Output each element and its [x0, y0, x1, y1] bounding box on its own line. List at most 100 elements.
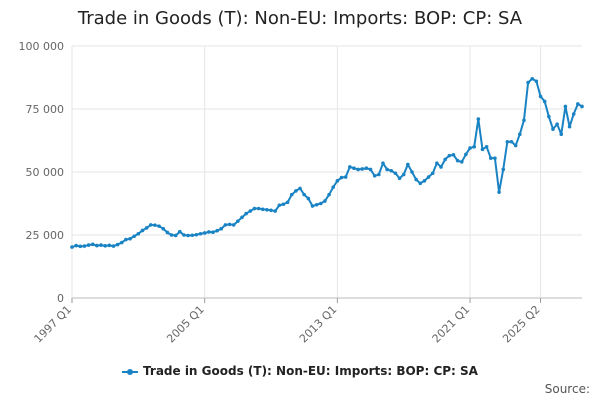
data-point[interactable]	[78, 244, 83, 249]
data-point[interactable]	[381, 161, 385, 165]
data-point[interactable]	[518, 132, 522, 136]
data-point[interactable]	[173, 233, 178, 238]
data-point[interactable]	[505, 139, 510, 144]
data-point[interactable]	[215, 228, 219, 233]
data-point[interactable]	[302, 192, 307, 197]
data-point[interactable]	[331, 185, 336, 189]
data-point[interactable]	[509, 139, 514, 144]
data-point[interactable]	[273, 209, 277, 213]
data-point[interactable]	[393, 171, 398, 176]
data-point[interactable]	[178, 229, 182, 234]
data-point[interactable]	[124, 237, 128, 242]
data-point[interactable]	[551, 127, 555, 131]
data-point[interactable]	[298, 186, 302, 191]
data-point[interactable]	[207, 230, 211, 234]
data-point[interactable]	[414, 177, 418, 182]
data-point[interactable]	[240, 215, 244, 220]
data-point[interactable]	[119, 240, 124, 245]
data-point[interactable]	[435, 161, 439, 165]
data-point[interactable]	[289, 192, 294, 197]
data-point[interactable]	[90, 242, 95, 247]
data-point[interactable]	[285, 200, 290, 205]
data-point[interactable]	[455, 158, 460, 163]
data-point[interactable]	[401, 172, 406, 177]
data-point[interactable]	[294, 189, 298, 193]
data-point[interactable]	[144, 226, 149, 230]
data-point[interactable]	[161, 226, 166, 231]
data-point[interactable]	[576, 102, 580, 106]
data-point[interactable]	[559, 132, 564, 136]
data-point[interactable]	[190, 233, 195, 238]
data-point[interactable]	[447, 153, 452, 158]
data-point[interactable]	[426, 175, 431, 179]
data-point[interactable]	[186, 233, 190, 238]
data-point[interactable]	[194, 232, 199, 237]
data-point[interactable]	[157, 224, 161, 228]
data-point[interactable]	[480, 147, 485, 152]
data-point[interactable]	[418, 181, 423, 186]
legend[interactable]: Trade in Goods (T): Non-EU: Imports: BOP…	[0, 364, 600, 378]
data-point[interactable]	[182, 233, 186, 237]
data-point[interactable]	[443, 157, 447, 162]
data-point[interactable]	[153, 223, 157, 227]
data-point[interactable]	[368, 167, 373, 172]
data-point[interactable]	[198, 231, 203, 236]
data-point[interactable]	[580, 104, 584, 109]
data-point[interactable]	[547, 114, 551, 119]
data-point[interactable]	[227, 222, 232, 227]
data-point[interactable]	[236, 219, 240, 223]
data-point[interactable]	[364, 166, 369, 171]
data-point[interactable]	[343, 175, 348, 179]
data-point[interactable]	[410, 170, 414, 174]
data-point[interactable]	[310, 204, 315, 208]
data-point[interactable]	[115, 242, 120, 247]
data-point[interactable]	[306, 196, 311, 201]
data-point[interactable]	[327, 192, 331, 197]
data-point[interactable]	[70, 245, 74, 249]
data-point[interactable]	[430, 171, 435, 176]
data-point[interactable]	[422, 179, 427, 183]
data-point[interactable]	[248, 209, 253, 213]
data-point[interactable]	[348, 165, 352, 169]
data-point[interactable]	[464, 152, 468, 157]
data-point[interactable]	[493, 156, 497, 160]
data-point[interactable]	[534, 79, 539, 84]
data-point[interactable]	[567, 124, 572, 129]
data-point[interactable]	[542, 99, 547, 104]
data-point[interactable]	[86, 243, 91, 247]
data-point[interactable]	[488, 156, 493, 160]
data-point[interactable]	[211, 230, 215, 235]
data-point[interactable]	[472, 145, 477, 149]
data-point[interactable]	[339, 175, 344, 180]
data-point[interactable]	[256, 206, 261, 211]
data-point[interactable]	[219, 226, 224, 231]
data-point[interactable]	[260, 207, 265, 212]
data-point[interactable]	[277, 203, 282, 208]
data-point[interactable]	[497, 190, 501, 194]
data-point[interactable]	[501, 167, 506, 172]
data-point[interactable]	[538, 94, 543, 99]
data-point[interactable]	[95, 243, 99, 248]
data-point[interactable]	[140, 228, 145, 233]
data-point[interactable]	[111, 244, 116, 248]
data-point[interactable]	[389, 168, 394, 173]
data-point[interactable]	[74, 243, 78, 248]
data-point[interactable]	[484, 145, 489, 149]
data-point[interactable]	[252, 206, 257, 211]
data-point[interactable]	[377, 172, 381, 177]
data-point[interactable]	[323, 199, 327, 203]
data-point[interactable]	[202, 231, 207, 235]
data-point[interactable]	[468, 146, 472, 150]
data-point[interactable]	[372, 173, 377, 178]
data-point[interactable]	[526, 80, 530, 85]
data-point[interactable]	[132, 234, 136, 239]
data-point[interactable]	[356, 167, 360, 172]
data-point[interactable]	[223, 223, 228, 227]
data-point[interactable]	[136, 231, 141, 236]
data-point[interactable]	[335, 179, 340, 183]
data-point[interactable]	[318, 201, 323, 206]
data-point[interactable]	[165, 230, 170, 235]
data-point[interactable]	[439, 165, 443, 169]
data-point[interactable]	[571, 112, 576, 116]
data-point[interactable]	[522, 118, 526, 123]
